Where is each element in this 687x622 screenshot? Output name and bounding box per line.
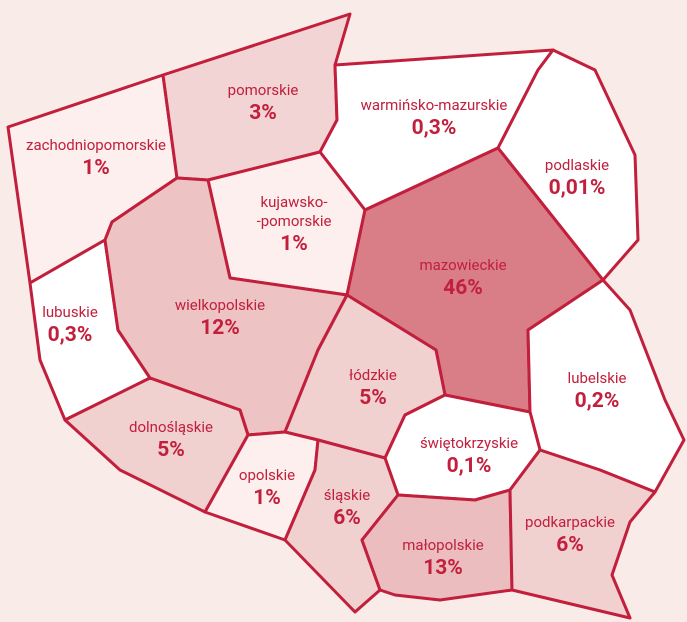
region-name-line: zachodniopomorskie [26, 136, 166, 154]
region-name: małopolskie [402, 536, 484, 554]
region-name: śląskie [324, 486, 371, 504]
region-value: 5% [157, 438, 185, 462]
region-name-line: -pomorskie [257, 212, 332, 230]
region: warmińsko-mazurskie 0,3% [318, 48, 555, 212]
region-name: świętokrzyskie [420, 434, 518, 452]
region-name-line: małopolskie [402, 536, 484, 554]
region-shape [508, 448, 657, 620]
region-name: pomorskie [228, 81, 299, 99]
region-name-line: kujawsko- [261, 193, 328, 211]
region-name: wielkopolskie [175, 296, 265, 314]
region-name: dolnośląskie [129, 418, 213, 436]
region-name-line: mazowieckie [419, 256, 506, 274]
region-name: podkarpackie [525, 513, 615, 531]
region: podlaskie 0,01% [496, 48, 640, 282]
region-value: 46% [443, 276, 483, 300]
region-name-line: łódzkie [349, 366, 397, 384]
region-value: 1% [82, 156, 110, 180]
region-name-line: lubuskie [42, 303, 98, 321]
region-name-line: podlaskie [545, 156, 609, 174]
region-name-line: śląskie [324, 486, 371, 504]
region-name-line: wielkopolskie [175, 296, 265, 314]
region-value: 1% [253, 486, 281, 510]
region-name: łódzkie [349, 366, 397, 384]
region-value: 0,2% [575, 389, 620, 413]
region-value: 0,1% [447, 454, 492, 478]
region: pomorskie 3% [161, 12, 352, 182]
region-name: warmińsko-mazurskie [361, 96, 508, 114]
region: małopolskie 13% [360, 488, 514, 602]
region-name-line: świętokrzyskie [420, 434, 518, 452]
region-value: 0,3% [412, 116, 457, 140]
region-value: 13% [423, 556, 463, 580]
region-value: 0,01% [549, 176, 606, 200]
region-value: 3% [249, 101, 277, 125]
region: świętokrzyskie 0,1% [383, 393, 542, 502]
region: wielkopolskie 12% [103, 176, 349, 437]
region-name-line: podkarpackie [525, 513, 615, 531]
region-name: podlaskie [545, 156, 609, 174]
region-value: 12% [200, 316, 240, 340]
region-name: zachodniopomorskie [26, 136, 166, 154]
region-value: 6% [333, 506, 361, 530]
region-name-line: lubelskie [568, 369, 627, 387]
region-name: mazowieckie [419, 256, 506, 274]
region-name: lubuskie [42, 303, 98, 321]
region-name-line: dolnośląskie [129, 418, 213, 436]
region-name: opolskie [239, 466, 295, 484]
region-name-line: opolskie [239, 466, 295, 484]
region-value: 1% [280, 232, 308, 256]
region-value: 5% [359, 386, 387, 410]
region-name: kujawsko--pomorskie [257, 193, 332, 230]
region-shape [496, 48, 640, 282]
region: podkarpackie 6% [508, 448, 657, 620]
region-name-line: warmińsko-mazurskie [361, 96, 508, 114]
region-name-line: pomorskie [228, 81, 299, 99]
region-value: 0,3% [48, 323, 93, 347]
region-name: lubelskie [568, 369, 627, 387]
region-value: 6% [556, 533, 584, 557]
region-shape [360, 488, 514, 602]
